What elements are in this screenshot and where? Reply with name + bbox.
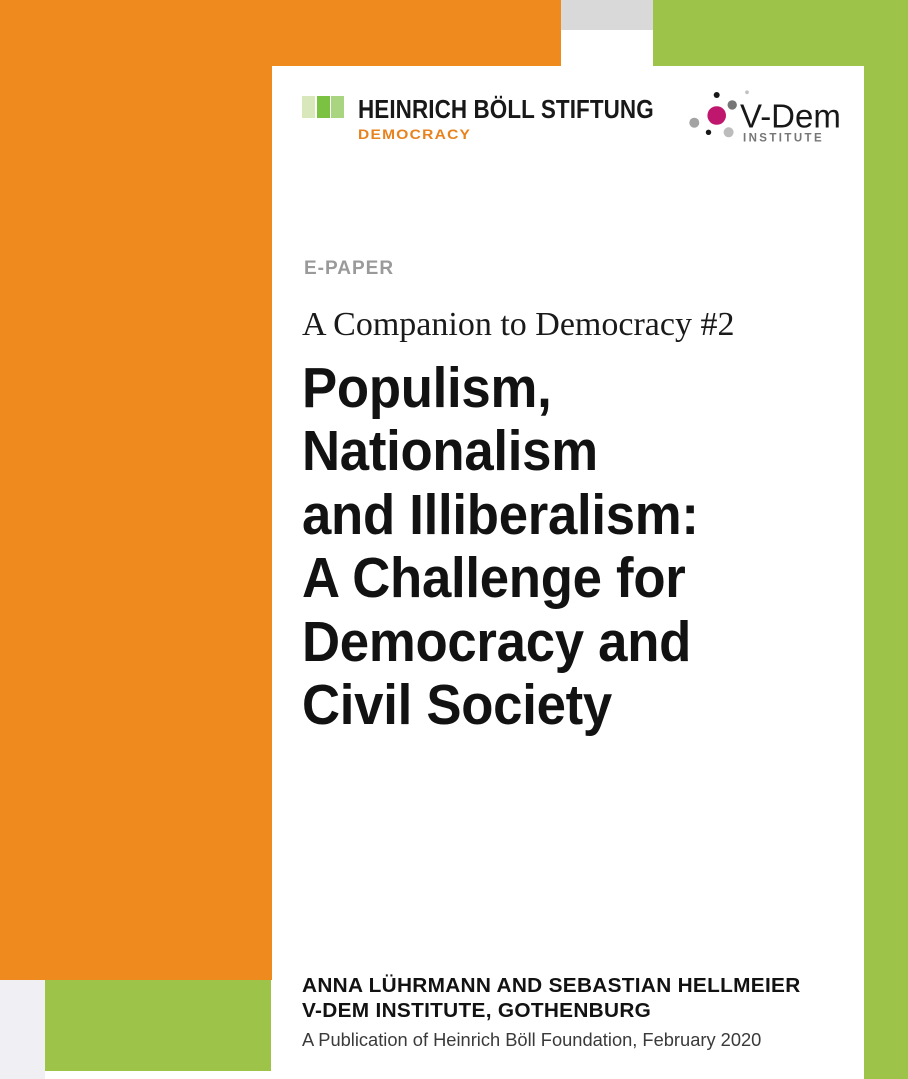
- svg-text:V-Dem: V-Dem: [740, 98, 841, 135]
- svg-text:INSTITUTE: INSTITUTE: [743, 133, 824, 145]
